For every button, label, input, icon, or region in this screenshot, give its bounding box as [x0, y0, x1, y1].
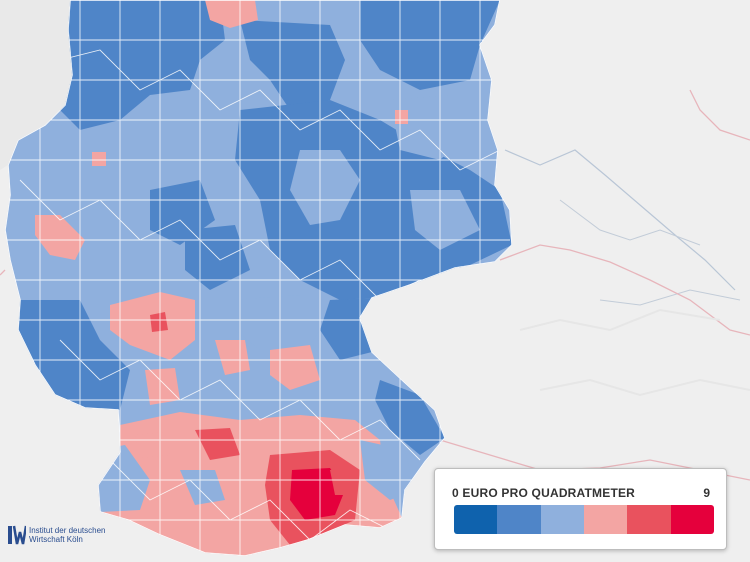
region-munich-east[interactable] — [330, 470, 355, 495]
region-heidelberg[interactable] — [145, 368, 180, 405]
region-hamburg[interactable] — [205, 0, 258, 28]
legend-max-label: 9 — [703, 486, 710, 500]
road — [539, 378, 750, 397]
country-border — [689, 89, 750, 141]
region-thuringia-south[interactable] — [230, 295, 320, 360]
legend-swatch-1 — [454, 505, 498, 534]
region-northwest[interactable] — [60, 0, 225, 130]
country-border — [0, 269, 6, 276]
river — [559, 199, 701, 246]
legend-color-scale — [454, 505, 714, 534]
region-stuttgart[interactable] — [135, 432, 170, 458]
logo-line1: Institut der deutschen — [29, 526, 106, 535]
region-bavarian-forest[interactable] — [375, 380, 445, 455]
iw-logo-icon — [8, 525, 26, 545]
region-northeast[interactable] — [360, 0, 500, 90]
legend-swatch-2 — [497, 505, 541, 534]
region-munich[interactable] — [290, 468, 345, 520]
region-cologne-bonn[interactable] — [35, 215, 85, 260]
region-ulm[interactable] — [195, 428, 240, 460]
map-legend: 0 EURO PRO QUADRATMETER 9 — [434, 468, 727, 550]
region-nuremberg[interactable] — [270, 345, 320, 390]
road — [519, 308, 721, 332]
legend-swatch-6 — [670, 505, 714, 534]
region-wuerzburg[interactable] — [215, 340, 250, 375]
country-border — [499, 244, 750, 336]
iw-logo: Institut der deutschen Wirtschaft Köln — [8, 524, 106, 546]
legend-swatch-5 — [627, 505, 671, 534]
north-sea-area — [0, 0, 72, 170]
region-frankfurt[interactable] — [150, 312, 168, 332]
region-saxony-light[interactable] — [410, 190, 480, 250]
region-east-light[interactable] — [290, 150, 360, 225]
logo-line2: Wirtschaft Köln — [29, 535, 83, 544]
region-north-central[interactable] — [240, 20, 345, 110]
germany-regions[interactable] — [0, 0, 512, 562]
region-bavaria-northeast[interactable] — [320, 298, 372, 360]
river — [599, 289, 741, 306]
region-berlin[interactable] — [395, 110, 408, 124]
region-swabian-jura[interactable] — [180, 470, 225, 505]
logo-text: Institut der deutschen Wirtschaft Köln — [29, 526, 106, 544]
region-lower-bavaria[interactable] — [360, 440, 415, 500]
region-rhineland-palatinate[interactable] — [18, 300, 130, 410]
legend-title: 0 EURO PRO QUADRATMETER — [452, 486, 636, 500]
river — [504, 149, 736, 291]
legend-swatch-4 — [583, 505, 628, 534]
region-brandenburg-light[interactable] — [390, 95, 470, 160]
region-muenster[interactable] — [92, 152, 106, 166]
legend-swatch-3 — [540, 505, 584, 534]
